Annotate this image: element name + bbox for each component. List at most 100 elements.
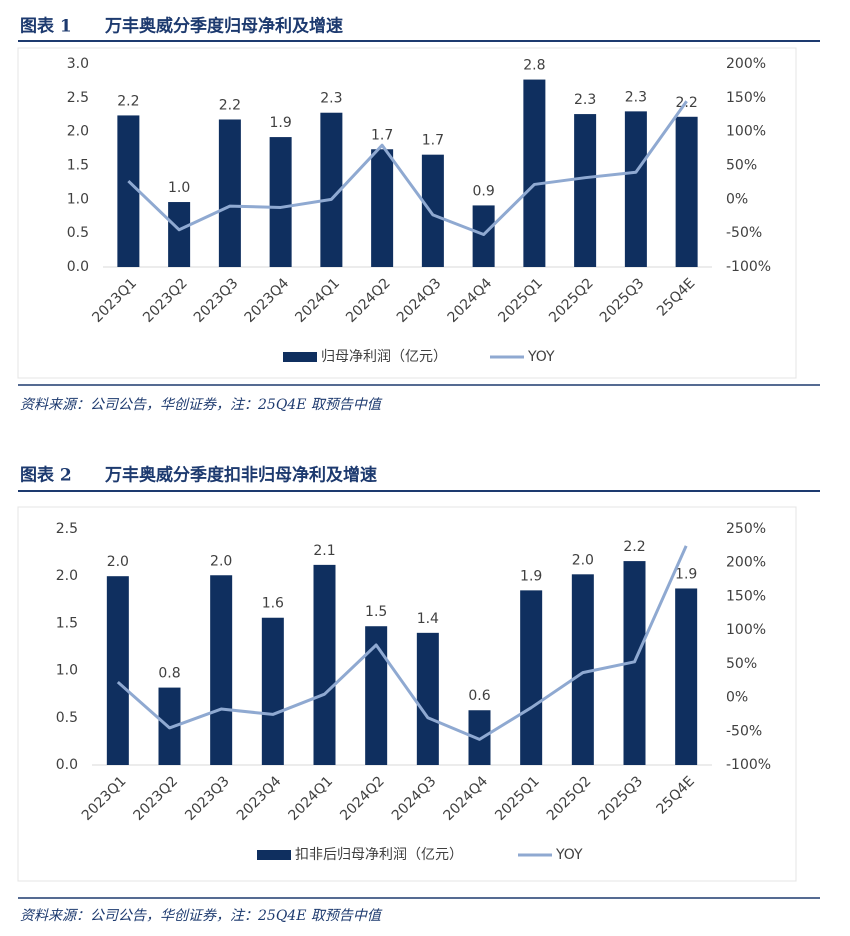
- value-label: 2.3: [625, 89, 647, 105]
- chart-frame: [17, 47, 797, 379]
- y2-tick-label: 200%: [726, 56, 766, 72]
- x-tick-label: 2023Q1: [89, 275, 140, 326]
- bar: [117, 115, 140, 267]
- bar: [571, 574, 594, 765]
- source-note: 资料来源：公司公告，华创证券，注：25Q4E 取预告中值: [20, 908, 383, 924]
- y2-tick-label: 0%: [726, 191, 748, 207]
- value-label: 0.8: [158, 666, 180, 682]
- x-tick-label: 2024Q3: [394, 275, 445, 326]
- bar: [675, 588, 698, 765]
- y-tick-label: 2.5: [56, 521, 78, 537]
- y2-tick-label: 150%: [726, 588, 766, 604]
- x-tick-label: 2024Q4: [441, 773, 492, 824]
- y2-tick-label: 250%: [726, 521, 766, 537]
- value-label: 1.0: [168, 180, 190, 196]
- line: [127, 100, 688, 237]
- bar: [574, 114, 597, 267]
- value-label: 2.2: [623, 539, 645, 555]
- y2-tick-label: 100%: [726, 124, 766, 140]
- x-tick-label: 2023Q4: [234, 773, 285, 824]
- figure-title: 万丰奥威分季度归母净利及增速: [104, 16, 343, 37]
- value-label: 2.0: [572, 552, 594, 568]
- y2-tick-label: 100%: [726, 622, 766, 638]
- value-label: 0.9: [472, 183, 494, 199]
- bar: [624, 111, 647, 267]
- bar: [320, 112, 343, 267]
- legend-swatch: [283, 352, 317, 362]
- figure-label: 图表 1: [20, 16, 72, 37]
- value-label: 1.7: [422, 133, 444, 149]
- value-label: 1.4: [417, 611, 439, 627]
- legend-label: 扣非后归母净利润（亿元）: [295, 846, 463, 863]
- y2-tick-label: -100%: [726, 757, 771, 773]
- x-tick-label: 2025Q2: [546, 275, 597, 326]
- value-label: 1.6: [262, 596, 284, 612]
- bar: [168, 202, 191, 267]
- value-label: 2.1: [313, 543, 335, 559]
- x-tick-label: 2024Q3: [389, 773, 440, 824]
- value-label: 2.0: [210, 553, 232, 569]
- x-tick-label: 2024Q2: [337, 773, 388, 824]
- y-tick-label: 1.5: [56, 615, 78, 631]
- value-label: 0.6: [468, 688, 490, 704]
- bar: [365, 626, 388, 765]
- y2-tick-label: 50%: [726, 158, 757, 174]
- y-tick-label: 1.0: [56, 663, 78, 679]
- bar: [421, 154, 444, 267]
- y-tick-label: 3.0: [67, 56, 89, 72]
- bar: [416, 632, 439, 765]
- y-tick-label: 0.0: [56, 757, 78, 773]
- x-tick-label: 2025Q2: [544, 773, 595, 824]
- value-label: 2.0: [107, 554, 129, 570]
- x-tick-label: 2024Q1: [292, 275, 343, 326]
- bar: [210, 575, 233, 765]
- y-tick-label: 0.5: [56, 710, 78, 726]
- value-label: 2.2: [219, 97, 241, 113]
- x-tick-label: 2023Q3: [182, 773, 233, 824]
- value-label: 2.3: [320, 91, 342, 107]
- y2-tick-label: -100%: [726, 259, 771, 275]
- y-tick-label: 2.0: [67, 124, 89, 140]
- bar: [371, 149, 394, 267]
- bar: [313, 564, 336, 765]
- value-label: 1.9: [675, 566, 697, 582]
- y2-tick-label: 0%: [726, 690, 748, 706]
- x-tick-label: 2023Q1: [79, 773, 130, 824]
- x-tick-label: 25Q4E: [654, 275, 698, 319]
- x-tick-label: 2023Q2: [131, 773, 182, 824]
- x-tick-label: 2024Q4: [445, 275, 496, 326]
- y2-tick-label: 150%: [726, 90, 766, 106]
- x-tick-label: 2023Q2: [140, 275, 191, 326]
- value-label: 2.3: [574, 92, 596, 108]
- x-tick-label: 2024Q2: [343, 275, 394, 326]
- y2-tick-label: -50%: [726, 723, 762, 739]
- value-label: 2.2: [117, 93, 139, 109]
- chart-frame: [17, 506, 797, 882]
- x-tick-label: 2023Q3: [191, 275, 242, 326]
- y-tick-label: 1.0: [67, 191, 89, 207]
- x-tick-label: 25Q4E: [654, 773, 698, 817]
- value-label: 1.5: [365, 604, 387, 620]
- y2-tick-label: 50%: [726, 656, 757, 672]
- value-label: 1.7: [371, 127, 393, 143]
- line: [116, 545, 688, 741]
- x-tick-label: 2025Q1: [495, 275, 546, 326]
- x-tick-label: 2025Q1: [492, 773, 543, 824]
- value-label: 2.8: [523, 58, 545, 74]
- y-tick-label: 2.0: [56, 568, 78, 584]
- x-tick-label: 2024Q1: [286, 773, 337, 824]
- bar: [269, 137, 292, 267]
- legend-swatch: [257, 850, 291, 860]
- value-label: 1.9: [520, 568, 542, 584]
- source-note: 资料来源：公司公告，华创证券，注：25Q4E 取预告中值: [20, 397, 383, 413]
- bar: [218, 119, 241, 267]
- figure-label: 图表 2: [20, 465, 72, 486]
- bar: [520, 590, 543, 765]
- figure-title: 万丰奥威分季度扣非归母净利及增速: [104, 465, 377, 486]
- legend-label: YOY: [527, 349, 555, 365]
- legend-label: 归母净利润（亿元）: [321, 348, 447, 365]
- x-tick-label: 2025Q3: [597, 275, 648, 326]
- y-tick-label: 1.5: [67, 158, 89, 174]
- value-label: 1.9: [269, 115, 291, 131]
- bar: [523, 79, 546, 268]
